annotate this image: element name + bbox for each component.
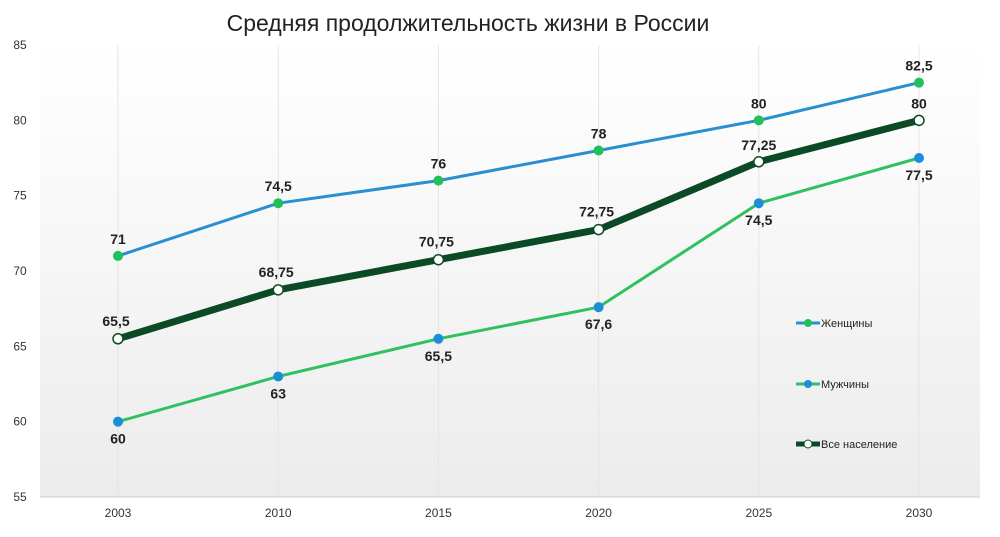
plot-background (40, 45, 980, 497)
x-tick-label: 2030 (906, 506, 933, 520)
data-label: 70,75 (419, 234, 454, 250)
data-label: 72,75 (579, 204, 614, 220)
data-point (913, 114, 925, 127)
x-tick-label: 2015 (425, 506, 452, 520)
data-label: 80 (751, 95, 767, 111)
data-point (753, 198, 764, 209)
data-point (113, 416, 123, 427)
series-line-1 (117, 81, 920, 258)
data-label: 76 (431, 156, 447, 172)
data-label: 60 (110, 431, 126, 447)
data-point (593, 302, 604, 313)
data-point (592, 223, 605, 236)
data-point (433, 175, 444, 186)
legend-marker (803, 439, 813, 449)
y-tick-label: 60 (13, 415, 27, 429)
data-label: 82,5 (905, 58, 932, 74)
data-label: 77,25 (741, 137, 776, 153)
y-tick-label: 70 (13, 264, 27, 278)
chart-title: Средняя продолжительность жизни в России (227, 10, 710, 36)
data-label: 65,5 (102, 313, 129, 329)
legend-label: Мужчины (821, 379, 869, 391)
data-point (112, 333, 124, 345)
data-label: 67,6 (585, 316, 612, 332)
data-label: 74,5 (745, 212, 772, 228)
y-tick-label: 85 (13, 38, 27, 52)
legend-label: Женщины (821, 318, 872, 330)
data-point (914, 153, 924, 163)
data-label: 74,5 (265, 178, 292, 194)
legend-marker (804, 380, 812, 388)
x-tick-label: 2025 (745, 506, 772, 520)
data-point (753, 115, 764, 126)
data-point (272, 284, 284, 296)
data-label: 77,5 (905, 167, 932, 183)
data-label: 80 (911, 95, 927, 111)
legend-marker (804, 319, 812, 327)
y-tick-label: 65 (13, 339, 27, 353)
data-point (273, 371, 284, 382)
x-tick-label: 2010 (265, 506, 292, 520)
data-point (593, 145, 604, 156)
data-label: 78 (591, 125, 607, 141)
y-tick-label: 75 (13, 189, 27, 203)
data-label: 63 (270, 385, 286, 401)
data-label: 65,5 (425, 348, 452, 364)
data-point (753, 156, 765, 168)
data-point (113, 250, 123, 261)
data-point (432, 253, 445, 266)
series-line-2 (117, 156, 920, 424)
legend-label: Все население (821, 439, 897, 451)
data-label: 68,75 (259, 264, 294, 280)
data-point (273, 198, 284, 209)
data-point (433, 333, 444, 344)
x-tick-label: 2020 (585, 506, 612, 520)
x-tick-label: 2003 (105, 506, 132, 520)
data-label: 71 (110, 231, 126, 247)
y-tick-label: 80 (13, 113, 27, 127)
series-line-3 (116, 116, 920, 343)
data-point (914, 77, 924, 88)
y-tick-label: 55 (13, 490, 27, 504)
